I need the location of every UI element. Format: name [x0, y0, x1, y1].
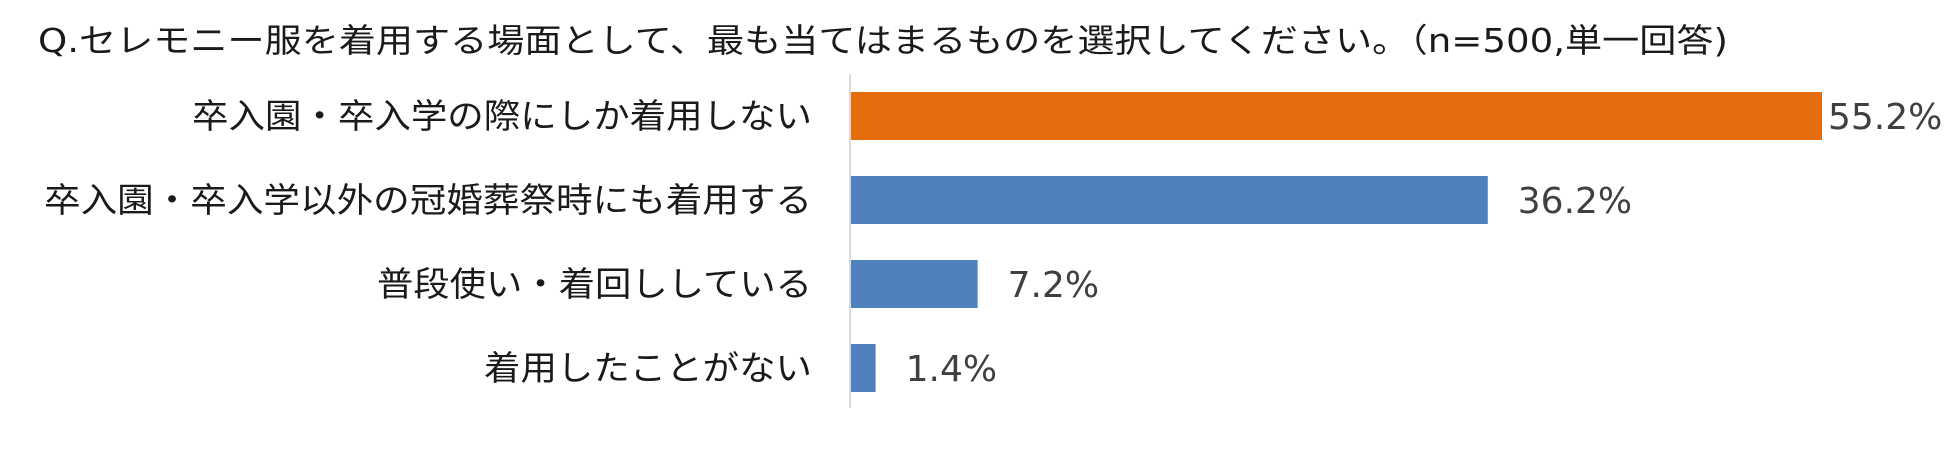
- category-label: 卒入園・卒入学の際にしか着用しない: [192, 97, 812, 137]
- bar: [851, 92, 1822, 140]
- bar: [851, 176, 1488, 224]
- data-label: 1.4%: [906, 349, 997, 390]
- category-label: 普段使い・着回ししている: [377, 265, 812, 305]
- data-label: 55.2%: [1828, 97, 1942, 138]
- category-label: 着用したことがない: [484, 349, 812, 389]
- data-label: 7.2%: [1008, 265, 1099, 306]
- chart-title: Q.セレモニー服を着用する場面として、最も当てはまるものを選択してください。（n…: [38, 21, 1728, 60]
- category-label: 卒入園・卒入学以外の冠婚葬祭時にも着用する: [44, 181, 812, 221]
- bars-group: 卒入園・卒入学の際にしか着用しない 55.2% 卒入園・卒入学以外の冠婚葬祭時にも着…: [44, 92, 1942, 392]
- bar: [851, 260, 978, 308]
- bar: [851, 344, 876, 392]
- data-label: 36.2%: [1518, 181, 1632, 222]
